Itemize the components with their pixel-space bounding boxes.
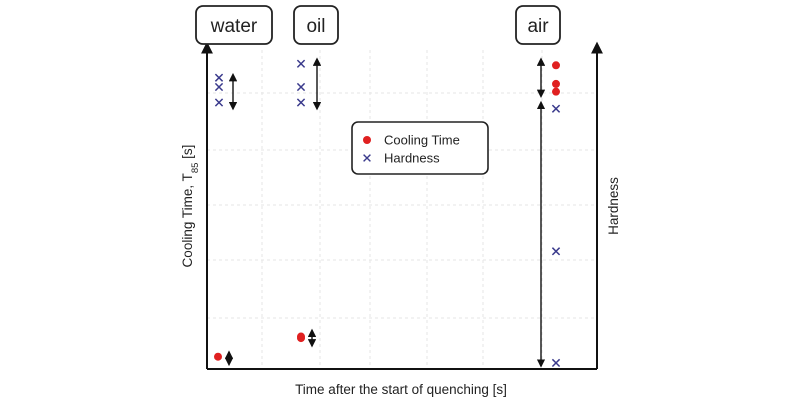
legend-box (351, 121, 489, 175)
category-text-air: air (527, 16, 549, 37)
category-box-water (195, 5, 273, 45)
hardness-point-oil-5 (296, 98, 306, 107)
cooling-time-point-air-5 (552, 87, 560, 96)
cooling-time-point-air-3 (552, 61, 560, 70)
category-label-water: water (195, 5, 273, 45)
axes (201, 41, 603, 370)
grid (207, 50, 597, 369)
category-labels: water oil air (195, 5, 561, 45)
y-axis-left-title: Cooling Time, T85 [s] (180, 145, 201, 268)
cooling-time-point-water-0 (214, 352, 222, 361)
data-points (214, 59, 561, 368)
category-text-oil: oil (306, 16, 325, 37)
range-arrows (224, 57, 546, 368)
legend-label-0: Cooling Time (384, 133, 460, 148)
hardness-point-oil-3 (296, 59, 306, 68)
legend: Cooling Time Hardness (351, 121, 489, 175)
y-axis-left-title-main: Cooling Time, T (180, 173, 195, 267)
cooling-time-point-oil-2 (297, 332, 305, 341)
legend-label-1: Hardness (384, 151, 440, 166)
hardness-point-water-0 (214, 73, 224, 82)
y-axis-left-title-sub: 85 (190, 163, 201, 174)
category-box-oil (293, 5, 339, 45)
y-axis-right-title: Hardness (606, 177, 621, 235)
x-axis-title: Time after the start of quenching [s] (295, 382, 507, 397)
legend-marker-0 (363, 136, 371, 144)
hardness-point-air-8 (551, 358, 561, 368)
legend-item-0: Cooling Time (363, 133, 460, 148)
legend-marker-1 (363, 154, 371, 162)
category-box-air (515, 5, 561, 45)
hardness-point-air-7 (551, 247, 561, 256)
cooling-time-point-air-4 (552, 79, 560, 88)
category-text-water: water (210, 16, 258, 37)
category-label-air: air (515, 5, 561, 45)
y-axis-left-title-unit: [s] (180, 145, 195, 163)
category-label-oil: oil (293, 5, 339, 45)
legend-item-1: Hardness (363, 151, 440, 166)
hardness-point-water-2 (214, 98, 224, 107)
hardness-point-air-6 (551, 104, 561, 113)
hardness-point-oil-4 (296, 82, 306, 92)
hardness-point-water-1 (214, 82, 224, 92)
